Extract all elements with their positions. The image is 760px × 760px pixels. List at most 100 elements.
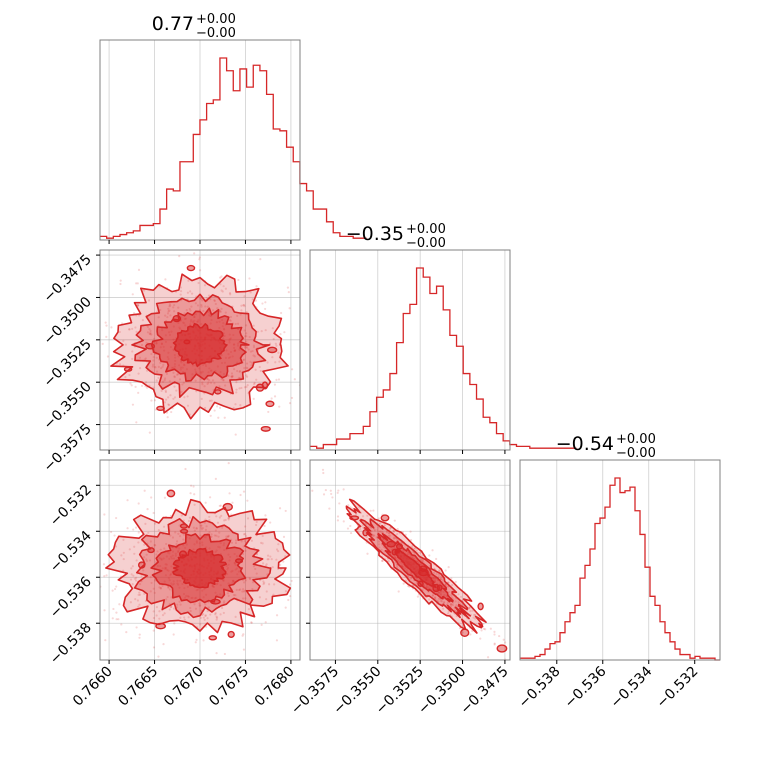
- sample-point: [444, 583, 447, 586]
- hist-param-2-frame: [309, 249, 511, 451]
- sample-point: [439, 577, 443, 580]
- sample-point: [256, 330, 259, 333]
- sample-point: [205, 296, 208, 300]
- sample-point: [221, 526, 224, 529]
- sample-point: [215, 651, 218, 655]
- sample-point: [200, 297, 203, 300]
- sample-point: [163, 580, 166, 583]
- sample-point: [324, 488, 327, 492]
- sample-point: [234, 568, 237, 571]
- contour-p1-p3-density: [100, 462, 293, 658]
- sample-point: [238, 370, 241, 373]
- sample-point: [184, 317, 188, 320]
- sample-point: [133, 577, 136, 580]
- sample-point: [176, 550, 180, 554]
- sample-point: [173, 375, 176, 378]
- sample-point: [104, 321, 107, 324]
- hist-param-1-grid: [108, 40, 292, 240]
- sample-point: [233, 561, 236, 564]
- sample-point: [217, 545, 220, 548]
- sample-point: [143, 489, 146, 492]
- sample-point: [196, 304, 200, 307]
- sample-point: [197, 588, 200, 591]
- sample-point: [242, 358, 245, 362]
- sample-point: [242, 590, 246, 593]
- sample-point: [104, 639, 107, 642]
- sample-point: [105, 324, 108, 327]
- sample-point: [461, 631, 464, 634]
- sample-point: [235, 588, 238, 591]
- sample-point: [376, 528, 379, 531]
- sample-point: [149, 333, 152, 336]
- sample-point: [201, 383, 204, 386]
- sample-point: [433, 577, 436, 580]
- sample-point: [266, 361, 269, 364]
- sample-point: [117, 618, 120, 621]
- sample-point: [234, 322, 237, 326]
- sample-point: [216, 405, 219, 408]
- sample-point: [392, 529, 395, 532]
- sample-point: [236, 342, 240, 345]
- sample-point: [163, 547, 166, 550]
- sample-point: [170, 605, 173, 608]
- sample-point: [179, 366, 183, 369]
- sample-point: [199, 623, 202, 626]
- contour-level-4: [172, 322, 228, 368]
- sample-point: [235, 381, 238, 384]
- sample-point: [157, 529, 160, 532]
- contour-level-4: [172, 547, 227, 589]
- sample-point: [118, 363, 122, 366]
- x-tick-label: −0.538: [516, 664, 564, 712]
- sample-point: [186, 395, 189, 398]
- sample-point: [140, 343, 144, 347]
- contour-p1-p3-grid: [100, 460, 300, 660]
- sample-point: [229, 350, 233, 354]
- sample-point: [145, 369, 149, 372]
- sample-point: [169, 555, 173, 558]
- sample-point: [201, 299, 204, 302]
- sample-point: [469, 609, 472, 613]
- sample-point: [190, 455, 192, 457]
- sample-point: [264, 301, 267, 304]
- sample-point: [230, 541, 234, 544]
- sample-point: [433, 579, 437, 583]
- sample-point: [195, 638, 198, 641]
- sample-point: [209, 369, 212, 372]
- contour-island: [320, 297, 328, 302]
- sample-point: [147, 531, 150, 534]
- sample-point: [396, 528, 399, 531]
- sample-point: [231, 579, 235, 583]
- sample-point: [183, 596, 187, 599]
- sample-point: [420, 563, 423, 566]
- sample-point: [156, 550, 159, 553]
- sample-point: [223, 548, 226, 552]
- sample-point: [219, 613, 222, 616]
- sample-point: [442, 607, 445, 610]
- sample-point: [207, 371, 210, 374]
- sample-point: [214, 477, 217, 480]
- sample-point: [94, 278, 96, 280]
- sample-point: [421, 558, 424, 562]
- title-upper-error: +0.00: [406, 222, 446, 237]
- contour-island: [179, 550, 188, 559]
- sample-point: [163, 377, 167, 380]
- sample-point: [165, 555, 168, 558]
- sample-point: [222, 378, 225, 382]
- sample-point: [160, 342, 164, 346]
- sample-point: [172, 557, 176, 560]
- sample-point: [157, 365, 160, 368]
- sample-point: [443, 600, 446, 604]
- contour-island: [380, 514, 390, 522]
- sample-point: [373, 529, 377, 532]
- sample-point: [169, 605, 172, 609]
- sample-point: [203, 385, 206, 388]
- sample-point: [197, 281, 200, 285]
- sample-point: [493, 642, 496, 645]
- sample-point: [267, 558, 270, 561]
- sample-point: [415, 582, 418, 585]
- sample-point: [245, 375, 249, 378]
- sample-point: [171, 554, 174, 557]
- sample-point: [403, 567, 406, 570]
- sample-point: [221, 325, 224, 328]
- sample-point: [280, 311, 283, 315]
